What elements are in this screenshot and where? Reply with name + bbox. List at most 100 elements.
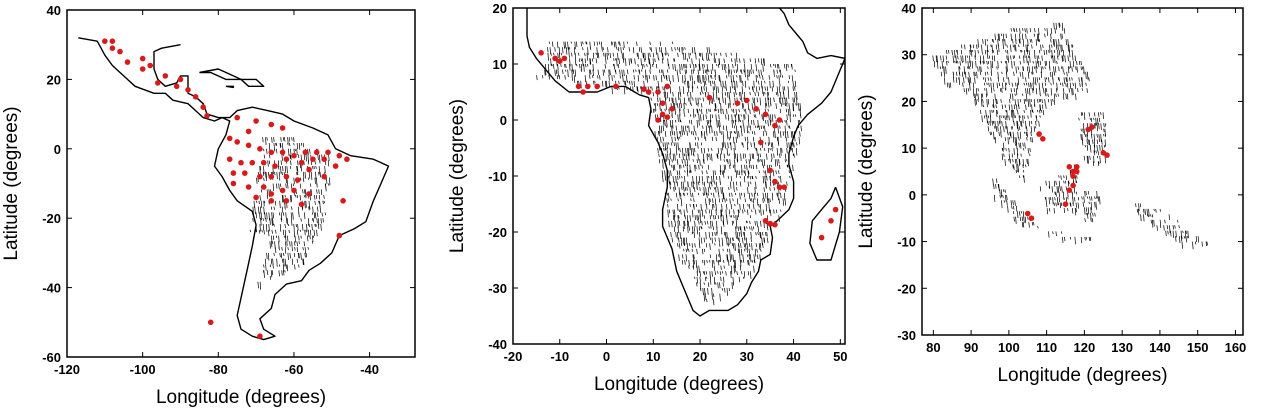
occurrence-point — [772, 221, 778, 228]
occurrence-point — [1074, 164, 1080, 170]
occurrence-point — [664, 114, 671, 120]
occurrence-point — [230, 170, 237, 176]
map-area — [78, 37, 390, 341]
coastline — [526, 8, 845, 317]
occurrence-point — [272, 163, 278, 169]
x-tick-label: -10 — [550, 349, 569, 364]
occurrence-point — [1089, 124, 1095, 130]
occurrence-point — [204, 113, 210, 119]
y-tick-label: 0 — [909, 188, 916, 203]
occurrence-point — [336, 232, 343, 239]
occurrence-point — [655, 89, 661, 95]
occurrence-point — [177, 76, 184, 83]
occurrence-point — [1028, 215, 1035, 221]
occurrence-point — [306, 191, 312, 197]
occurrence-point — [268, 121, 275, 128]
y-axis-title: Latitude (degrees) — [1, 106, 22, 260]
occurrence-point — [594, 83, 600, 90]
x-tick-label: 80 — [926, 340, 940, 355]
occurrence-point — [538, 50, 544, 56]
x-tick-label: -60 — [285, 362, 304, 377]
occurrence-point — [242, 170, 248, 176]
occurrence-point — [776, 184, 783, 190]
occurrence-point — [302, 149, 309, 156]
map-area — [932, 22, 1208, 250]
occurrence-point — [245, 184, 252, 190]
occurrence-point — [781, 184, 787, 190]
occurrence-point — [776, 117, 783, 123]
occurrence-point — [257, 333, 263, 340]
island-outline — [199, 68, 242, 81]
occurrence-point — [253, 118, 259, 124]
occurrence-point — [249, 159, 256, 166]
occurrence-point — [340, 198, 346, 204]
occurrence-point — [298, 201, 305, 208]
y-tick-label: -20 — [488, 225, 507, 240]
occurrence-point — [124, 59, 131, 65]
occurrence-point — [109, 38, 116, 44]
x-tick-label: 40 — [786, 349, 800, 364]
y-tick-label: 10 — [902, 141, 916, 156]
occurrence-point — [279, 125, 286, 131]
x-tick-label: 100 — [998, 340, 1020, 355]
plot-frame — [921, 7, 1244, 336]
density-hatching — [249, 137, 331, 290]
occurrence-point — [291, 152, 297, 159]
occurrence-point — [659, 100, 666, 106]
x-tick-label: 10 — [646, 349, 660, 364]
occurrence-point — [321, 156, 328, 162]
occurrence-point — [325, 149, 331, 156]
occurrence-point — [575, 83, 582, 90]
occurrence-point — [238, 159, 244, 166]
occurrence-point — [268, 149, 275, 156]
occurrence-point — [767, 167, 773, 174]
x-axis-title: Longitude (degrees) — [156, 387, 326, 408]
panel-southeast-asia: 80 90 100 110 120 130 140 150 160 -30 -20 -10 0 10 20 3… — [856, 1, 1246, 386]
y-tick-label: 40 — [47, 3, 61, 18]
occurrence-point — [226, 135, 233, 142]
occurrence-point — [1074, 168, 1080, 175]
panel-africa: -20 -10 0 10 20 30 40 50 -40 -30 -20 -10 0 10 20 Longit… — [447, 1, 848, 395]
occurrence-point — [306, 166, 312, 173]
y-tick-label: 20 — [47, 72, 61, 87]
x-tick-label: -100 — [130, 362, 156, 377]
occurrence-point — [753, 106, 759, 112]
island-outline — [809, 186, 844, 261]
x-tick-label: -20 — [504, 349, 523, 364]
occurrence-point — [1040, 136, 1046, 142]
x-tick-label: 150 — [1187, 340, 1209, 355]
occurrence-point — [762, 218, 769, 224]
y-tick-label: 10 — [493, 57, 507, 72]
occurrence-point — [200, 104, 206, 110]
y-tick-label: 20 — [493, 1, 507, 16]
occurrence-point — [767, 220, 773, 227]
occurrence-points — [1024, 124, 1110, 221]
x-tick-label: -40 — [360, 362, 379, 377]
panel-south-america: -120 -100 -80 -60 -40 -60 -40 -20 0 20 40 Longitude… — [1, 3, 416, 408]
island-outline — [240, 78, 265, 87]
occurrence-point — [268, 173, 275, 180]
y-tick-label: 30 — [902, 48, 916, 63]
occurrence-point — [257, 173, 263, 180]
map-area — [526, 8, 845, 317]
occurrence-point — [772, 122, 778, 129]
occurrence-point — [641, 86, 647, 92]
occurrence-point — [1024, 210, 1031, 217]
occurrence-point — [298, 159, 305, 166]
occurrence-point — [147, 62, 153, 69]
occurrence-point — [245, 142, 252, 149]
occurrence-point — [102, 38, 108, 44]
occurrence-point — [1036, 131, 1042, 137]
occurrence-point — [257, 146, 263, 152]
occurrence-point — [832, 206, 839, 213]
x-axis-title: Longitude (degrees) — [997, 365, 1167, 386]
occurrence-point — [669, 106, 675, 112]
occurrence-point — [139, 55, 146, 62]
occurrence-point — [1062, 201, 1069, 207]
occurrence-point — [344, 156, 350, 162]
occurrence-point — [185, 87, 191, 93]
occurrence-point — [253, 194, 259, 201]
x-tick-label: 140 — [1149, 340, 1171, 355]
occurrence-points — [102, 38, 350, 340]
y-tick-label: -10 — [897, 235, 916, 250]
